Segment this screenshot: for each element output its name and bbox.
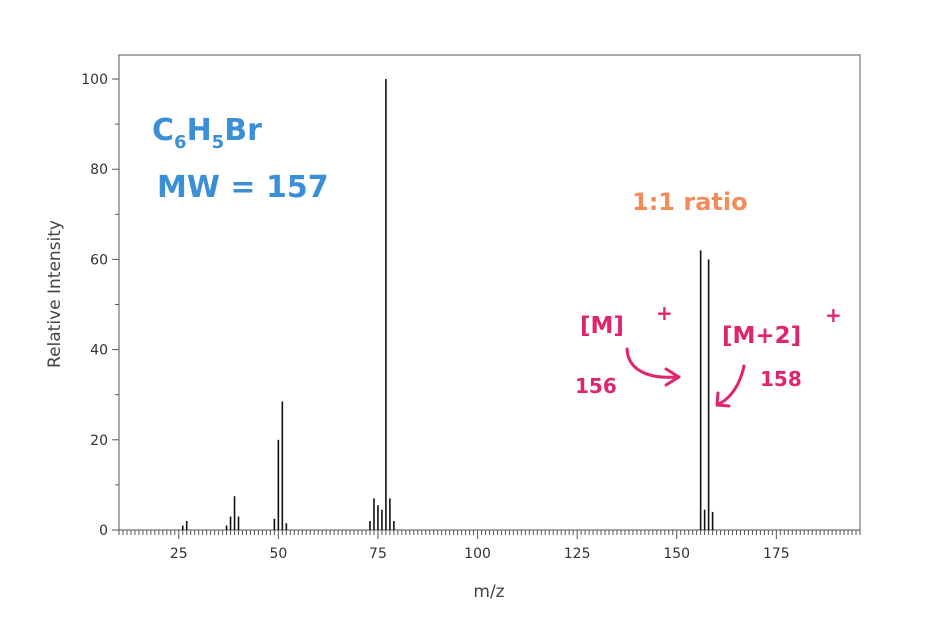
- y-tick-label: 100: [81, 72, 108, 88]
- m2-value: 158: [760, 367, 802, 391]
- y-tick-label: 80: [90, 162, 108, 178]
- m-label: [M]: [580, 313, 624, 339]
- m2-plus: +: [825, 303, 842, 327]
- m2-arrow-head: [715, 391, 731, 408]
- formula-annotation: C6H5Br: [152, 113, 262, 153]
- m2-arrow: [717, 364, 746, 406]
- m-value: 156: [575, 374, 617, 398]
- y-tick-label: 60: [90, 252, 108, 268]
- x-tick-label: 50: [269, 546, 287, 562]
- m-arrow: [625, 347, 678, 379]
- x-axis-title: m/z: [473, 582, 504, 602]
- x-tick-label: 75: [369, 546, 387, 562]
- mw-annotation: MW = 157: [157, 170, 329, 205]
- m-arrow-head: [664, 367, 681, 387]
- x-tick-label: 150: [663, 546, 690, 562]
- peaks-group: [181, 79, 714, 530]
- y-tick-label: 40: [90, 343, 108, 359]
- m-plus: +: [656, 301, 673, 325]
- y-tick-label: 0: [99, 523, 108, 539]
- x-tick-label: 175: [763, 546, 790, 562]
- ratio-annotation: 1:1 ratio: [632, 188, 748, 216]
- x-tick-label: 100: [464, 546, 491, 562]
- axis-ticks: 25 50 75 100 125 150 175 0 20 40 60 80 100: [81, 72, 861, 562]
- x-tick-label: 125: [564, 546, 591, 562]
- y-axis-title: Relative Intensity: [45, 220, 65, 368]
- x-tick-label: 25: [170, 546, 188, 562]
- m2-label: [M+2]: [722, 323, 801, 349]
- y-tick-label: 20: [90, 433, 108, 449]
